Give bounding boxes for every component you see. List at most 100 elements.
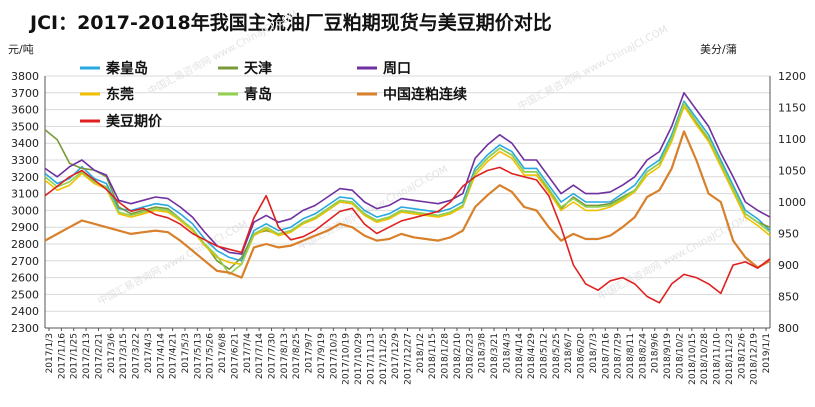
left-tick-label: 3200	[11, 171, 39, 184]
x-tick-label: 2017/1/3	[45, 333, 55, 373]
right-tick-label: 1050	[778, 165, 806, 178]
x-tick-label: 2018/3/21	[490, 333, 500, 379]
x-tick-label: 2018/8/24	[638, 333, 648, 379]
x-tick-label: 2017/7/14	[255, 333, 265, 379]
x-tick-label: 2017/5/13	[193, 333, 203, 379]
left-tick-label: 2700	[11, 255, 39, 268]
x-tick-label: 2018/1/2	[416, 333, 426, 373]
x-tick-label: 2017/5/26	[206, 333, 216, 379]
right-tick-label: 950	[778, 228, 799, 241]
x-tick-label: 2017/6/8	[218, 333, 228, 374]
x-tick-label: 2018/7/3	[589, 333, 599, 373]
x-tick-label: 2017/3/6	[107, 333, 117, 374]
x-tick-label: 2017/4/21	[169, 333, 179, 379]
x-tick-label: 2017/10/3	[329, 333, 339, 379]
x-tick-label: 2018/10/15	[688, 333, 698, 385]
x-tick-label: 2019/1/1	[762, 333, 772, 373]
right-tick-label: 1100	[778, 133, 806, 146]
x-tick-label: 2018/4/29	[527, 333, 537, 379]
x-tick-label: 2018/6/20	[577, 333, 587, 379]
x-tick-label: 2017/11/13	[366, 333, 376, 385]
left-tick-label: 2400	[11, 305, 39, 318]
left-tick-label: 3500	[11, 120, 39, 133]
series-line-秦皇岛	[44, 100, 771, 262]
x-tick-label: 2017/12/27	[404, 333, 414, 385]
right-tick-label: 800	[778, 322, 799, 335]
left-tick-label: 2500	[11, 288, 39, 301]
left-axis-unit: 元/吨	[8, 43, 34, 56]
x-tick-label: 2017/7/30	[268, 333, 278, 379]
left-tick-label: 3700	[11, 87, 39, 100]
x-tick-label: 2017/9/7	[305, 333, 315, 373]
series-line-东莞	[44, 105, 771, 266]
x-tick-label: 2017/4/3	[144, 333, 154, 373]
right-tick-label: 850	[778, 291, 799, 304]
x-tick-label: 2018/5/12	[539, 333, 549, 379]
left-tick-label: 2800	[11, 238, 39, 251]
series-layer	[44, 92, 771, 304]
left-tick-label: 3300	[11, 154, 39, 167]
legend-label: 青岛	[244, 86, 272, 103]
x-tick-label: 2017/10/19	[342, 333, 352, 385]
x-tick-label: 2018/6/7	[564, 333, 574, 373]
x-tick-label: 2018/11/23	[725, 333, 735, 385]
right-axis-ticks: 800 850 900 950 1000 1050 1100 1150 1200	[778, 70, 806, 335]
x-tick-label: 2017/10/29	[354, 333, 364, 385]
x-tick-label: 2018/9/6	[651, 333, 661, 374]
x-tick-label: 2018/9/19	[663, 333, 673, 379]
right-tick-label: 1150	[778, 102, 806, 115]
x-tick-label: 2017/1/25	[70, 333, 80, 379]
legend-label: 周口	[383, 61, 411, 77]
left-tick-label: 2600	[11, 272, 39, 285]
x-tick-label: 2018/11/10	[713, 333, 723, 385]
x-tick-label: 2018/12/6	[737, 333, 747, 379]
left-tick-label: 3000	[11, 204, 39, 217]
right-axis-unit: 美分/蒲	[700, 42, 737, 56]
x-tick-label: 2017/12/9	[391, 333, 401, 379]
x-tick-label: 2018/7/29	[614, 333, 624, 379]
series-line-周口	[44, 92, 771, 255]
x-tick-label: 2018/3/8	[478, 333, 488, 374]
legend-label: 美豆期价	[106, 113, 163, 130]
series-line-青岛	[44, 102, 771, 276]
legend-label: 秦皇岛	[105, 60, 148, 77]
x-tick-label: 2017/3/15	[119, 333, 129, 379]
x-tick-label: 2017/5/3	[181, 333, 191, 373]
x-tick-label: 2017/11/25	[379, 333, 389, 385]
x-tick-label: 2017/8/13	[280, 333, 290, 379]
series-line-美豆期价	[44, 166, 771, 304]
x-tick-label: 2018/7/16	[601, 333, 611, 379]
left-axis-ticks: 2300 2400 2500 2600 2700 2800 2900 3000 3100 3200…	[11, 70, 39, 335]
x-tick-label: 2018/10/28	[700, 333, 710, 385]
left-tick-label: 2900	[11, 221, 39, 234]
x-tick-label: 2018/8/11	[626, 333, 636, 379]
left-tick-label: 3400	[11, 137, 39, 150]
left-tick-label: 2300	[11, 322, 39, 335]
x-tick-label: 2017/1/16	[57, 333, 67, 379]
left-tick-label: 3600	[11, 104, 39, 117]
x-tick-label: 2018/4/14	[515, 333, 525, 379]
x-tick-label: 2017/9/19	[317, 333, 327, 379]
x-tick-label: 2018/4/3	[502, 333, 512, 373]
left-tick-label: 3100	[11, 188, 39, 201]
x-tick-label: 2018/1/15	[428, 333, 438, 379]
chart-title: JCI：2017-2018年我国主流油厂豆粕期现货与美豆期价对比	[28, 11, 552, 34]
x-tick-label: 2018/5/25	[552, 333, 562, 379]
legend-label: 东莞	[106, 86, 134, 103]
x-tick-label: 2018/1/28	[441, 333, 451, 379]
right-tick-label: 1200	[778, 70, 806, 83]
x-tick-label: 2017/8/25	[292, 333, 302, 379]
x-tick-label: 2017/2/13	[82, 333, 92, 379]
right-tick-label: 900	[778, 259, 799, 272]
x-tick-label: 2017/2/21	[94, 333, 104, 379]
right-tick-label: 1000	[778, 196, 806, 209]
x-axis-ticks: 2017/1/3 2017/1/16 2017/1/25 2017/2/13 2017/…	[45, 328, 772, 385]
legend-label: 中国连粕连续	[383, 86, 467, 103]
x-tick-label: 2018/2/23	[465, 333, 475, 379]
series-line-中国连粕连续	[44, 130, 771, 279]
x-tick-label: 2018/2/10	[453, 333, 463, 379]
x-tick-label: 2017/3/22	[132, 333, 142, 379]
